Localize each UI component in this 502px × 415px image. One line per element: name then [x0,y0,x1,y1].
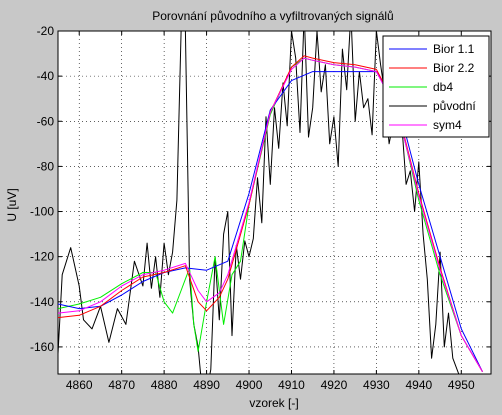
y-tick-label: -100 [30,205,54,219]
y-axis-ticks: -20 -40 -60 -80 -100 -120 -140 -160 [30,24,491,354]
x-tick-label: 4880 [151,378,178,392]
y-tick-label: -160 [30,340,54,354]
y-tick-label: -140 [30,295,54,309]
y-tick-label: -120 [30,250,54,264]
legend[interactable]: Bior 1.1 Bior 2.2 db4 původní sym4 [382,35,490,138]
legend-label: Bior 2.2 [433,61,475,75]
legend-label: sym4 [433,118,462,132]
legend-label: Bior 1.1 [433,42,475,56]
x-tick-label: 4940 [405,378,432,392]
chart-title: Porovnání původního a vyfiltrovaných sig… [152,9,393,23]
y-axis-label: U [uV] [5,188,19,221]
y-tick-label: -60 [37,114,55,128]
legend-label: db4 [433,80,453,94]
y-tick-label: -20 [37,24,55,38]
x-axis-ticks: 4860 4870 4880 4890 4900 4910 4920 4930 4940 4950 [66,31,475,392]
x-axis-label: vzorek [-] [249,396,298,410]
x-tick-label: 4890 [193,378,220,392]
y-tick-label: -80 [37,159,55,173]
x-tick-label: 4900 [236,378,263,392]
legend-label: původní [433,99,476,113]
x-tick-label: 4920 [321,378,348,392]
series-line-bior-1-1 [58,71,483,372]
x-tick-label: 4910 [278,378,305,392]
x-tick-label: 4860 [66,378,93,392]
x-tick-label: 4870 [108,378,135,392]
y-tick-label: -40 [37,69,55,83]
x-tick-label: 4950 [448,378,475,392]
x-tick-label: 4930 [363,378,390,392]
